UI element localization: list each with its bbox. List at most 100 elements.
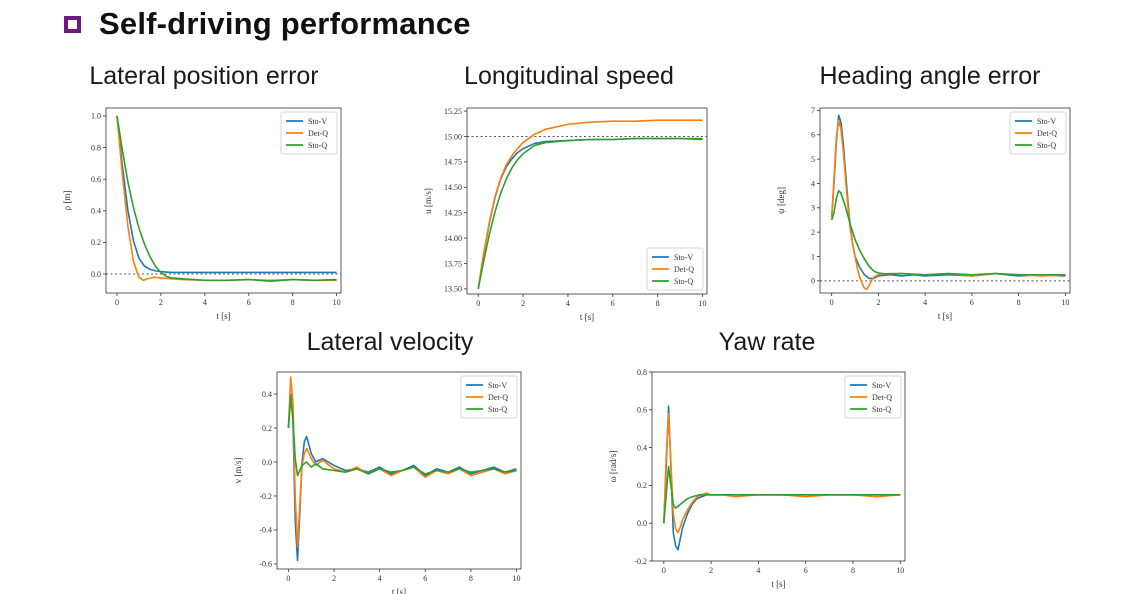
y-tick-label: 0.0: [262, 458, 272, 467]
legend-box: [1009, 111, 1067, 155]
y-tick-label: 0.8: [91, 143, 101, 152]
x-tick-label: 8: [656, 299, 660, 308]
y-tick-label: 0.4: [262, 390, 272, 399]
chart-heading-angle: Heading angle error 0 2 4 6 8 10 0 1 2 3 4 5 6 7 t [s]…: [770, 62, 1090, 342]
series-line-sto-q: [830, 189, 1066, 276]
x-tick-label: 2: [521, 299, 525, 308]
plot-frame: [105, 107, 342, 294]
series-line-sto-v: [287, 393, 517, 562]
legend-box: [844, 375, 902, 419]
y-tick-label: 13.50: [444, 285, 462, 294]
x-tick-label: 8: [1017, 298, 1021, 307]
legend-label: Sto-Q: [674, 277, 693, 286]
series-line-det-q: [663, 412, 901, 534]
x-axis-label: t [s]: [938, 311, 952, 321]
y-tick-label: 0.6: [91, 175, 101, 184]
x-tick-label: 10: [699, 299, 707, 308]
x-tick-label: 4: [756, 566, 760, 575]
x-tick-label: 2: [876, 298, 880, 307]
y-tick-label: 15.00: [444, 132, 462, 141]
series-line-sto-v: [663, 405, 901, 551]
y-tick-label: -0.2: [259, 492, 272, 501]
x-tick-label: 4: [923, 298, 927, 307]
chart-plot: 0 2 4 6 8 10 -0.2 0.0 0.2 0.4 0.6 0.8 t [s] ω [rad/s]…: [608, 368, 906, 589]
x-tick-label: 2: [159, 298, 163, 307]
series-line-sto-q: [287, 396, 517, 477]
series-line-det-q: [477, 119, 703, 290]
slide-title-text: Self-driving performance: [99, 6, 471, 41]
x-tick-label: 2: [709, 566, 713, 575]
y-tick-label: 0.4: [637, 443, 647, 452]
chart-title: Lateral position error: [89, 62, 319, 90]
legend-label: Sto-V: [872, 381, 891, 390]
y-axis-label: ω [rad/s]: [608, 451, 618, 483]
legend-box: [280, 111, 338, 155]
y-tick-label: 15.25: [444, 107, 462, 116]
y-tick-label: 13.75: [444, 259, 462, 268]
x-tick-label: 0: [115, 298, 119, 307]
chart-title: Heading angle error: [819, 62, 1041, 90]
legend-label: Det-Q: [1037, 129, 1057, 138]
legend-label: Det-Q: [308, 129, 328, 138]
x-axis-label: t [s]: [216, 311, 230, 321]
legend-label: Sto-V: [488, 381, 507, 390]
y-tick-label: 6: [811, 131, 815, 140]
x-tick-label: 8: [469, 574, 473, 583]
title-square-icon: [64, 15, 81, 33]
y-tick-label: 1.0: [91, 112, 101, 121]
legend-label: Sto-Q: [1037, 141, 1056, 150]
x-tick-label: 10: [512, 574, 520, 583]
y-axis-label: v [m/s]: [233, 458, 243, 484]
x-tick-label: 6: [611, 299, 615, 308]
y-axis-label: ρ [m]: [62, 191, 72, 211]
chart-lateral-position: Lateral position error 0 2 4 6 8 10 0.0 0.2 0.4 0…: [44, 62, 364, 342]
x-tick-label: 6: [247, 298, 251, 307]
x-tick-label: 10: [896, 566, 904, 575]
y-tick-label: 0.2: [637, 481, 647, 490]
chart-plot: 0 2 4 6 8 10 13.50 13.75 14.00 14.25 14.50 14.75 15.…: [423, 107, 708, 322]
series-line-sto-v: [116, 115, 337, 274]
x-tick-label: 4: [203, 298, 207, 307]
y-tick-label: 0.6: [637, 406, 647, 415]
legend-label: Sto-V: [1037, 117, 1056, 126]
chart-plot: 0 2 4 6 8 10 0 1 2 3 4 5 6 7 t [s] ψ [deg] Sto-V Det-Q Sto…: [776, 106, 1071, 321]
x-tick-label: 10: [1061, 298, 1069, 307]
legend-label: Sto-Q: [488, 405, 507, 414]
plot-frame: [651, 371, 906, 562]
x-tick-label: 6: [804, 566, 808, 575]
y-tick-label: -0.6: [259, 560, 272, 569]
legend-label: Sto-Q: [872, 405, 891, 414]
y-tick-label: 14.00: [444, 234, 462, 243]
y-tick-label: 2: [811, 228, 815, 237]
chart-plot: 0 2 4 6 8 10 0.0 0.2 0.4 0.6 0.8 1.0 t [s] ρ [m] Sto-V…: [62, 107, 342, 321]
legend-box: [646, 247, 704, 291]
legend-label: Det-Q: [674, 265, 694, 274]
y-tick-label: 0.2: [91, 238, 101, 247]
plot-frame: [276, 371, 522, 570]
y-tick-label: 0.8: [637, 368, 647, 377]
y-tick-label: 1: [811, 252, 815, 261]
y-tick-label: 14.25: [444, 208, 462, 217]
y-axis-label: u [m/s]: [423, 188, 433, 214]
chart-title: Yaw rate: [718, 328, 816, 356]
y-tick-label: 0: [811, 277, 815, 286]
series-line-sto-q: [663, 465, 901, 524]
plot-frame: [819, 107, 1071, 294]
x-tick-label: 10: [333, 298, 341, 307]
y-tick-label: 3: [811, 204, 815, 213]
legend-label: Sto-V: [308, 117, 327, 126]
x-tick-label: 4: [378, 574, 382, 583]
x-tick-label: 0: [286, 574, 290, 583]
y-tick-label: 0.0: [91, 270, 101, 279]
y-tick-label: 4: [811, 179, 815, 188]
y-tick-label: 14.75: [444, 158, 462, 167]
x-tick-label: 0: [830, 298, 834, 307]
x-tick-label: 6: [423, 574, 427, 583]
x-axis-label: t [s]: [771, 579, 785, 589]
series-line-det-q: [287, 376, 517, 548]
legend-label: Sto-Q: [308, 141, 327, 150]
legend-label: Det-Q: [488, 393, 508, 402]
legend-label: Det-Q: [872, 393, 892, 402]
legend-label: Sto-V: [674, 253, 693, 262]
chart-yaw-rate: Yaw rate 0 2 4 6 8 10 -0.2 0.0 0.2 0.4 0.6 0.8 t [s]…: [608, 328, 922, 589]
